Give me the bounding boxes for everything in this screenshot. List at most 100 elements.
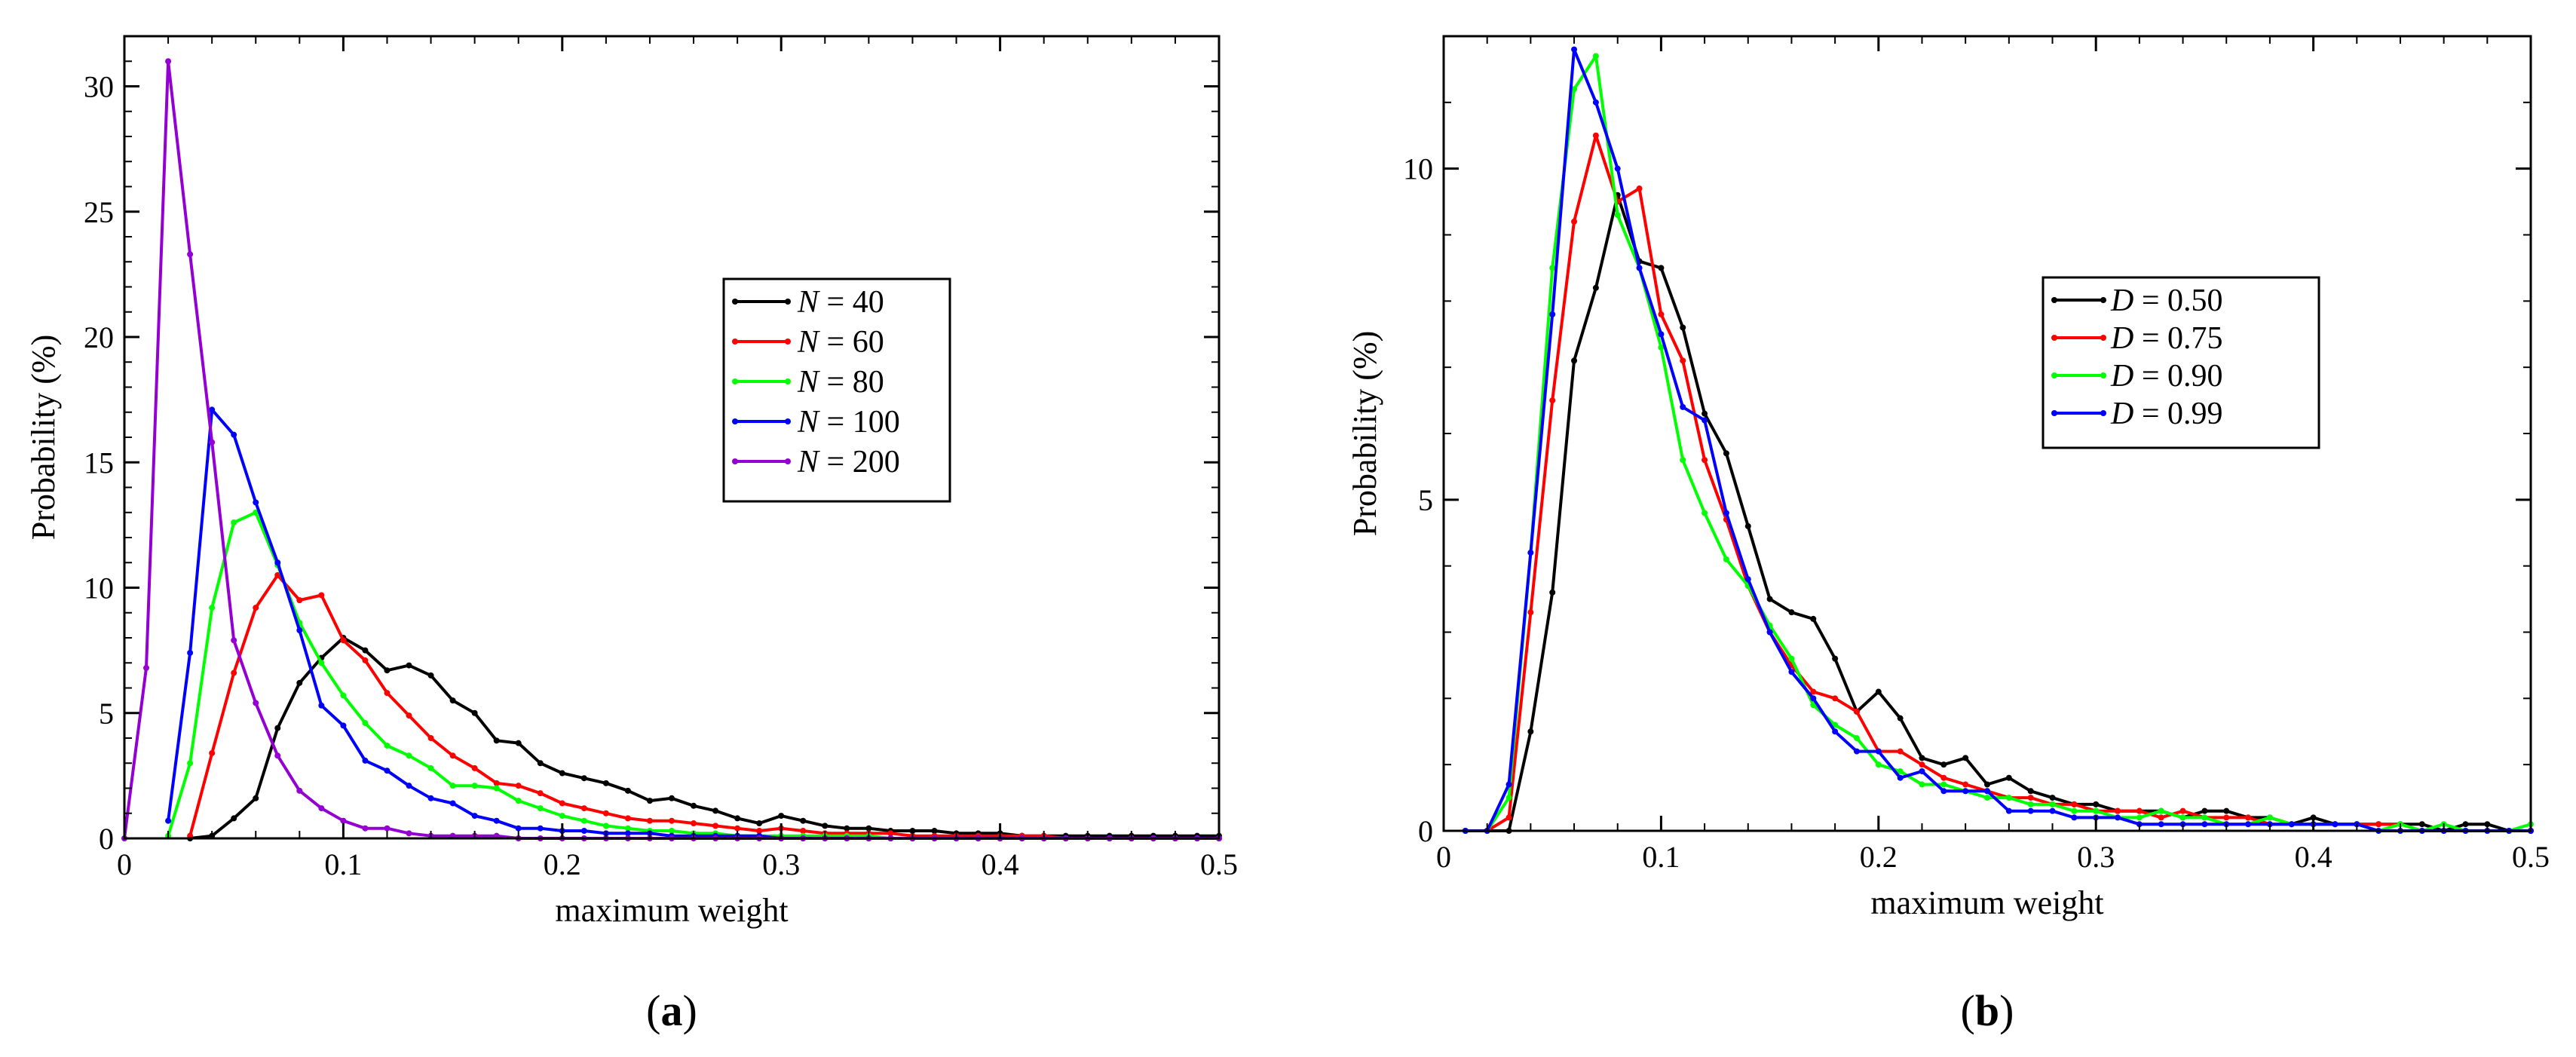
data-point [318,805,325,812]
data-point [2005,807,2012,814]
data-point [231,519,237,526]
panel-b-legend-entry-2: D = 0.75 [2051,321,2223,356]
data-point [1723,450,1729,457]
legend-label: D = 0.50 [2110,283,2223,318]
data-point [1875,688,1882,695]
panel-b-y-axis-title: Probability (%) [1346,331,1383,537]
data-point [2049,801,2056,807]
data-point [406,712,412,719]
data-point [427,672,434,679]
data-point [580,817,587,824]
data-point [318,660,325,666]
data-point [1505,781,1512,788]
data-point [1940,781,1947,788]
panel-b-legend: D = 0.50D = 0.75D = 0.90D = 0.99 [2042,276,2320,449]
data-point [559,813,565,820]
data-point [493,780,500,786]
panel-a-label: (a) [646,986,697,1035]
data-point [1766,629,1773,636]
legend-marker [2100,372,2106,378]
data-point [800,817,807,824]
legend-marker [2051,410,2057,416]
panel-a-y-tick-label: 30 [84,70,114,104]
data-point [340,692,347,699]
legend-label: D = 0.90 [2110,359,2223,394]
panel-b-x-tick-label: 0.5 [2512,840,2550,874]
panel-a-legend-entry-1: N = 40 [732,285,884,320]
data-point [1810,695,1817,702]
data-point [1592,53,1599,60]
panel-b-y-tick-label: 5 [1418,483,1433,517]
data-point [165,817,172,824]
data-point [1984,781,1990,788]
data-point [187,760,194,767]
data-point [2266,814,2273,821]
data-point [2115,807,2121,814]
data-point [646,817,653,824]
data-point [1592,99,1599,106]
data-point [624,815,631,822]
data-point [1897,748,1904,755]
data-point [1897,774,1904,781]
data-point [187,649,194,656]
legend-marker [732,339,738,345]
panel-a-y-tick-label: 10 [84,571,114,605]
panel-b-series-3 [1462,53,2534,834]
data-point [2179,807,2186,814]
panel-a-x-tick-label: 0 [117,847,132,881]
data-point [493,785,500,792]
data-point [2158,821,2164,828]
data-point [274,559,281,566]
legend-marker [732,378,738,385]
panel-a-x-tick-label: 0.2 [544,847,581,881]
data-point [1853,708,1860,715]
data-point [1658,265,1665,271]
data-point [1702,410,1708,417]
data-point [1853,735,1860,742]
data-point [1832,655,1839,662]
data-point [712,807,719,814]
data-point [1658,311,1665,317]
panel-a-series-1 [187,635,1222,841]
data-point [1984,795,1990,801]
data-point [471,813,478,820]
data-point [1788,655,1795,662]
legend-label: D = 0.99 [2110,397,2223,431]
data-point [800,828,807,835]
data-point [1680,457,1686,464]
data-point [449,752,456,759]
data-point [865,825,872,832]
panel-a-legend-box [722,277,951,503]
data-point [515,798,522,804]
data-point [449,783,456,789]
data-point [362,825,369,832]
data-point [1680,324,1686,331]
data-point [778,813,785,820]
data-point [427,764,434,771]
data-point [1940,774,1947,781]
data-point [449,697,456,704]
data-point [712,823,719,829]
panel-a-series-3 [165,509,1222,841]
panel-b-y-tick-label: 10 [1403,152,1433,186]
data-point [537,790,544,797]
data-point [1832,695,1839,702]
data-point [1832,722,1839,728]
data-point [1940,788,1947,795]
legend-marker [732,418,738,424]
panel-a-series-2 [187,571,1222,841]
series-line [167,510,1219,840]
data-point [406,752,412,759]
legend-marker [785,299,791,305]
series-line [188,573,1219,840]
data-point [1853,748,1860,755]
data-point [887,830,894,837]
data-point [1919,761,1925,768]
legend-label: N = 60 [797,325,884,360]
panel-a-series-5 [121,58,1222,841]
data-point [602,823,609,829]
panel-a-plot-frame [123,35,1221,840]
panel-a-x-tick-label: 0.1 [324,847,362,881]
data-point [274,725,281,731]
data-point [362,657,369,663]
